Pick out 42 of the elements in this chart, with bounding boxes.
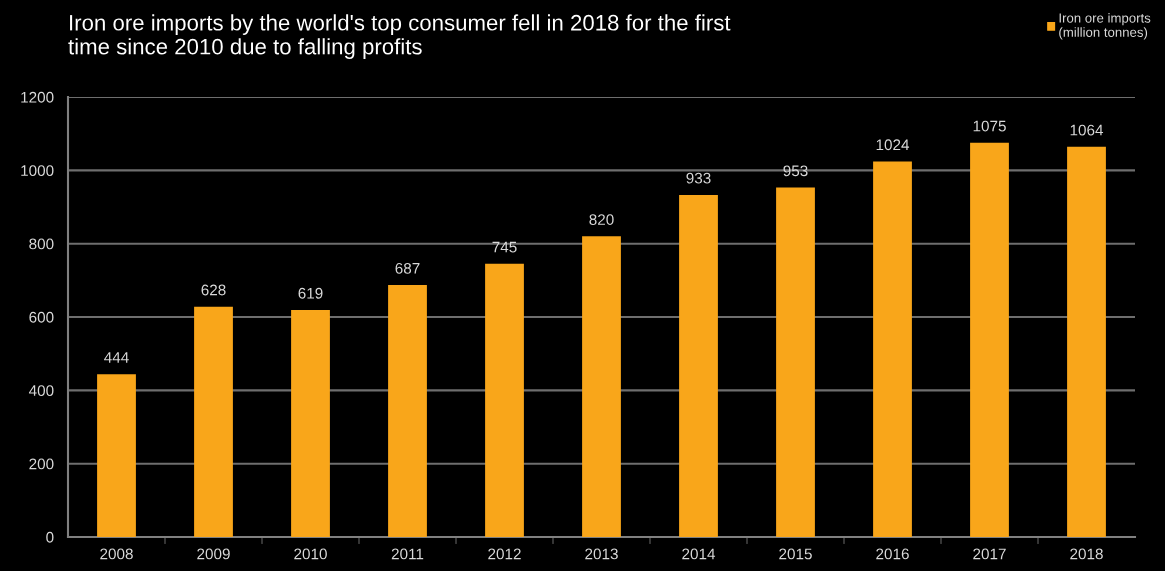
bar bbox=[485, 263, 524, 537]
chart-title: Iron ore imports by the world's top consumer fell in 2018 for the first time since 2010 due to falling profits bbox=[68, 14, 731, 59]
data-label: 953 bbox=[783, 165, 808, 177]
x-tick-label: 2012 bbox=[488, 548, 521, 560]
data-label: 820 bbox=[589, 214, 614, 225]
data-label: 745 bbox=[492, 241, 517, 253]
y-tick-label: 200 bbox=[29, 458, 54, 470]
y-tick-label: 400 bbox=[28, 385, 54, 397]
x-tick-label: 2009 bbox=[197, 548, 230, 560]
x-tick-label: 2015 bbox=[779, 548, 812, 560]
x-tick-label: 2016 bbox=[876, 548, 909, 560]
data-label: 687 bbox=[395, 262, 420, 274]
bar bbox=[582, 236, 621, 537]
bar bbox=[291, 310, 330, 537]
bar bbox=[776, 187, 815, 537]
data-label: 444 bbox=[104, 352, 129, 363]
y-tick-label: 1200 bbox=[21, 91, 54, 103]
data-label: 619 bbox=[298, 287, 323, 299]
x-tick-label: 2013 bbox=[585, 548, 618, 560]
x-tick-label: 2011 bbox=[391, 548, 424, 560]
bar bbox=[97, 374, 136, 537]
bar bbox=[970, 142, 1009, 537]
x-tick-label: 2010 bbox=[294, 548, 327, 560]
bar bbox=[388, 285, 427, 537]
x-tick-label: 2018 bbox=[1070, 548, 1103, 560]
bar bbox=[679, 194, 718, 537]
data-label: 628 bbox=[201, 284, 226, 296]
legend-label: Iron ore imports (million tonnes) bbox=[1059, 13, 1151, 40]
y-tick-label: 1000 bbox=[21, 165, 54, 177]
y-tick-label: 0 bbox=[46, 531, 54, 543]
x-tick-label: 2008 bbox=[100, 548, 133, 560]
data-label: 1075 bbox=[973, 120, 1006, 132]
data-label: 933 bbox=[686, 172, 711, 184]
data-label: 1064 bbox=[1070, 124, 1104, 136]
data-label: 1024 bbox=[876, 139, 910, 151]
y-tick-label: 600 bbox=[29, 311, 54, 323]
bar bbox=[194, 306, 233, 537]
bar bbox=[1067, 146, 1106, 537]
x-tick-label: 2017 bbox=[973, 548, 1006, 560]
x-tick-label: 2014 bbox=[682, 548, 716, 560]
y-tick-label: 800 bbox=[29, 238, 54, 250]
bar bbox=[873, 161, 912, 537]
